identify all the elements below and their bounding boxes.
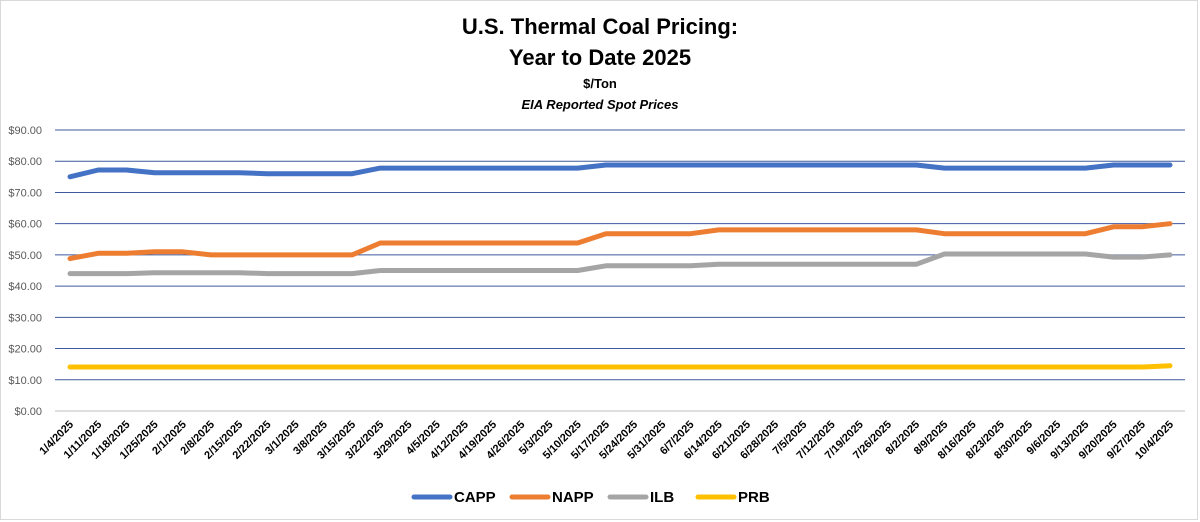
y-tick-label: $30.00 — [8, 312, 42, 324]
series-line-ilb — [67, 251, 1173, 277]
y-tick-label: $80.00 — [8, 156, 42, 168]
legend-label-prb: PRB — [738, 489, 770, 506]
chart-subtitle-units: $/Ton — [583, 76, 617, 91]
y-axis-ticks: $0.00 $10.00 $20.00 $30.00 $40.00 $50.00 $60.0… — [8, 125, 42, 418]
y-tick-label: $0.00 — [14, 406, 42, 418]
x-axis-ticks: 1/4/20251/11/20251/18/20251/25/20252/1/2… — [37, 419, 1176, 462]
series-line-prb — [67, 363, 1173, 370]
y-tick-label: $50.00 — [8, 250, 42, 262]
series-lines — [67, 162, 1173, 370]
y-tick-label: $60.00 — [8, 219, 42, 231]
y-tick-label: $20.00 — [8, 344, 42, 356]
chart-subtitle-source: EIA Reported Spot Prices — [521, 97, 679, 112]
y-tick-label: $70.00 — [8, 187, 42, 199]
series-line-capp — [67, 162, 1173, 180]
gridlines — [55, 129, 1185, 412]
legend-label-ilb: ILB — [650, 489, 674, 506]
y-tick-label: $40.00 — [8, 281, 42, 293]
chart-title-line2: Year to Date 2025 — [508, 45, 692, 70]
legend-label-capp: CAPP — [454, 489, 496, 506]
chart-title: U.S. Thermal Coal Pricing: — [461, 14, 739, 39]
series-line-napp — [67, 221, 1173, 262]
legend-label-napp: NAPP — [552, 489, 594, 506]
legend: CAPP NAPP ILB PRB — [411, 489, 770, 506]
y-tick-label: $90.00 — [8, 125, 42, 137]
y-tick-label: $10.00 — [8, 375, 42, 387]
